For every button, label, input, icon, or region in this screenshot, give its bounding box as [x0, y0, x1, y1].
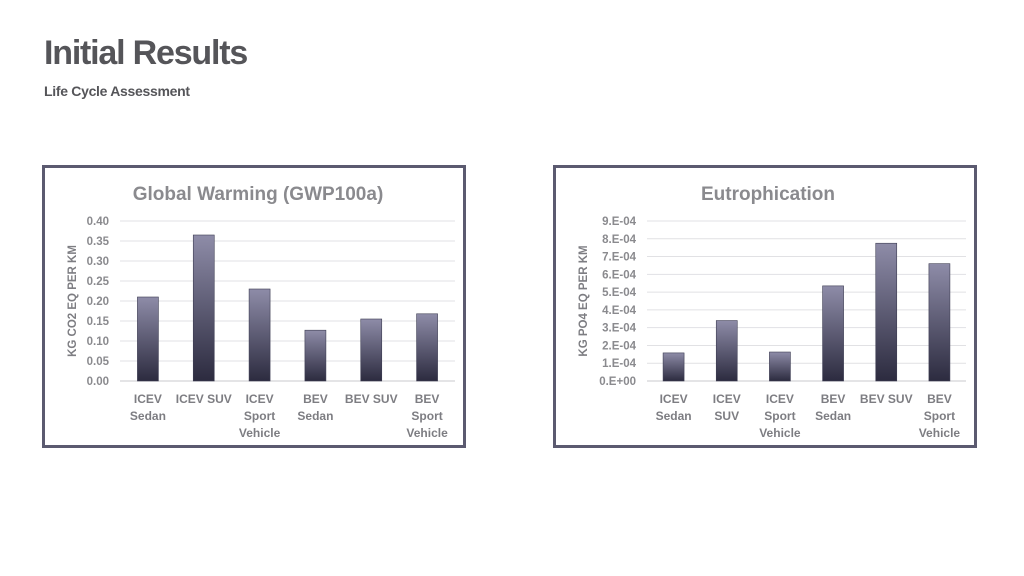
y-tick-label: 0.25: [87, 276, 110, 288]
bar: [769, 351, 791, 382]
bar: [304, 329, 327, 382]
x-category-label: BEV SUV: [345, 392, 398, 406]
bar: [822, 285, 844, 382]
y-tick-label: 1.E-04: [602, 358, 636, 370]
x-category-label: BEV Sedan: [815, 392, 851, 423]
bar: [662, 352, 685, 382]
x-category-label: BEV Sport Vehicle: [406, 392, 448, 440]
bar: [360, 318, 383, 382]
bar: [875, 242, 898, 382]
y-axis-label: KG CO2 EQ PER KM: [67, 245, 79, 357]
y-tick-label: 4.E-04: [602, 305, 636, 317]
eutrophication-chart: Eutrophication KG PO4 EQ PER KM 0.E+00 1.…: [553, 165, 977, 448]
page-title: Initial Results: [44, 34, 248, 72]
x-category-label: ICEV SUV: [176, 392, 232, 406]
y-tick-label: 0.15: [87, 316, 110, 328]
y-tick-label: 6.E-04: [602, 269, 636, 281]
bar: [192, 234, 215, 382]
y-tick-label: 0.35: [87, 236, 110, 248]
x-category-label: ICEV Sedan: [656, 392, 692, 423]
bar: [928, 263, 951, 382]
y-tick-label: 0.05: [87, 356, 110, 368]
y-tick-label: 8.E-04: [602, 234, 636, 246]
x-category-label: ICEV Sport Vehicle: [759, 392, 801, 440]
y-tick-label: 7.E-04: [602, 252, 636, 264]
y-axis-label: KG PO4 EQ PER KM: [578, 245, 590, 356]
y-tick-label: 0.00: [87, 376, 109, 388]
bar: [715, 320, 738, 382]
y-tick-label: 0.10: [87, 336, 109, 348]
y-tick-label: 0.30: [87, 256, 109, 268]
y-tick-label: 0.40: [87, 216, 109, 228]
page-subtitle: Life Cycle Assessment: [44, 83, 190, 99]
bar: [416, 313, 438, 382]
y-tick-label: 3.E-04: [602, 323, 636, 335]
y-tick-label: 0.E+00: [599, 376, 636, 388]
x-category-label: BEV SUV: [860, 392, 913, 406]
x-category-label: ICEV SUV: [713, 392, 741, 423]
chart-title: Global Warming (GWP100a): [133, 184, 384, 205]
y-tick-label: 0.20: [87, 296, 109, 308]
y-tick-label: 9.E-04: [602, 216, 636, 228]
y-tick-label: 2.E-04: [602, 340, 636, 352]
chart-title: Eutrophication: [701, 184, 835, 205]
x-category-label: ICEV Sport Vehicle: [239, 392, 281, 440]
bar: [137, 296, 159, 382]
global-warming-chart-svg: Global Warming (GWP100a) KG CO2 EQ PER K…: [67, 184, 455, 440]
x-category-label: BEV Sport Vehicle: [919, 392, 961, 440]
y-tick-label: 5.E-04: [602, 287, 636, 299]
global-warming-chart: Global Warming (GWP100a) KG CO2 EQ PER K…: [42, 165, 466, 448]
bar: [248, 288, 271, 382]
x-category-label: BEV Sedan: [297, 392, 333, 423]
eutrophication-chart-svg: Eutrophication KG PO4 EQ PER KM 0.E+00 1.…: [578, 184, 966, 440]
x-category-label: ICEV Sedan: [130, 392, 166, 423]
